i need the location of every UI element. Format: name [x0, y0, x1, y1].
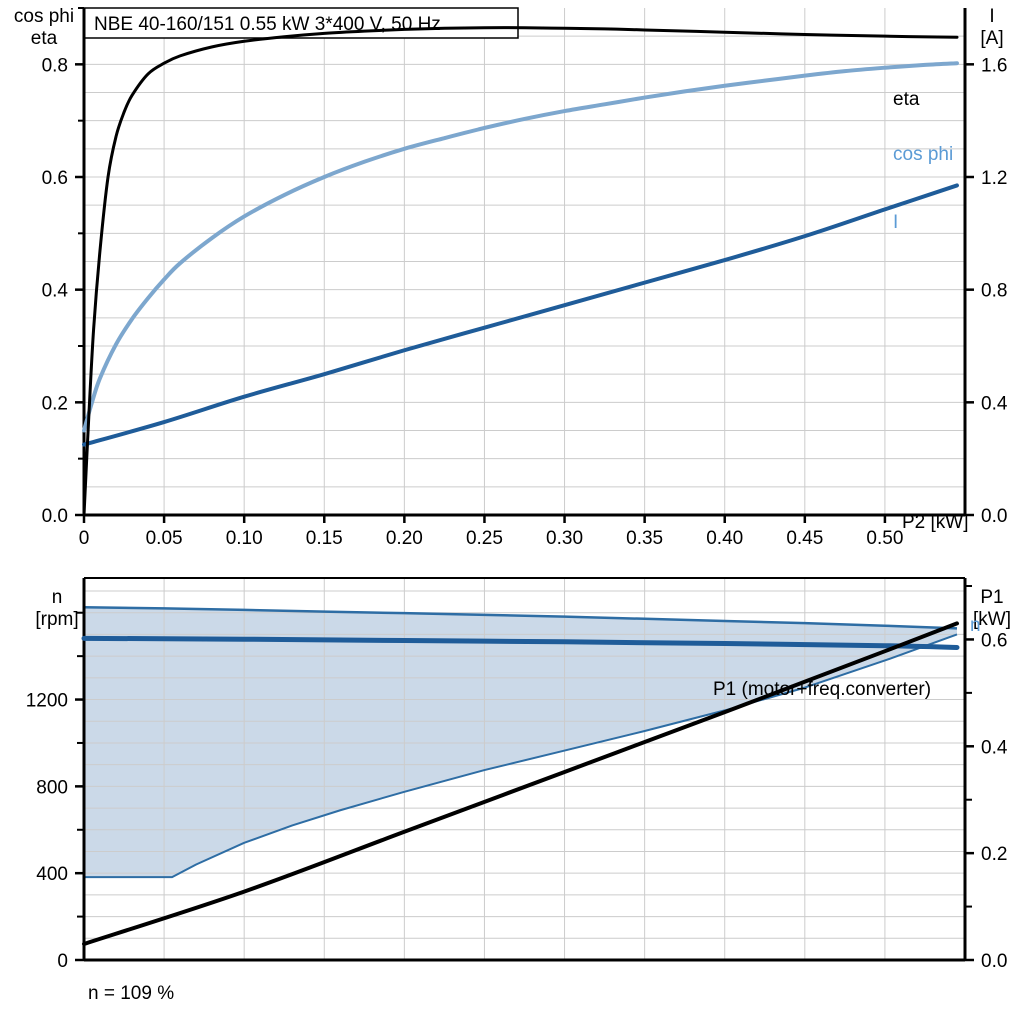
top-left-axis-title-line1: cos phi — [14, 6, 74, 27]
tick-label: 0.0 — [981, 506, 1007, 527]
tick-label: 0.30 — [546, 528, 583, 549]
speed-curve-label: n — [970, 615, 981, 636]
tick-label: 0.4 — [42, 281, 69, 302]
tick-label: 0.45 — [786, 528, 823, 549]
caption-label: n = 109 % — [88, 983, 174, 1004]
tick-label: 400 — [36, 864, 68, 885]
tick-label: 0.20 — [386, 528, 423, 549]
tick-label: 0.2 — [981, 844, 1007, 865]
tick-label: 0.15 — [306, 528, 343, 549]
tick-label: 0.6 — [42, 168, 68, 189]
tick-label: 0.4 — [981, 393, 1008, 414]
bottom-left-axis-title-line2: [rpm] — [35, 609, 78, 630]
x-axis-title: P2 [kW] — [902, 512, 969, 533]
tick-label: 0.6 — [981, 630, 1007, 651]
tick-label: 1.2 — [981, 168, 1007, 189]
tick-label: 0 — [79, 528, 90, 549]
tick-label: 0.0 — [42, 506, 68, 527]
top-right-axis-title-line2: [A] — [980, 28, 1003, 49]
tick-label: 0.50 — [866, 528, 903, 549]
tick-label: 0.05 — [146, 528, 183, 549]
tick-label: 1200 — [26, 691, 68, 712]
tick-label: 0.4 — [981, 737, 1008, 758]
tick-label: 0.25 — [466, 528, 503, 549]
tick-label: 0.40 — [706, 528, 743, 549]
top-left-axis-title-line2: eta — [31, 28, 58, 49]
tick-label: 0 — [57, 951, 68, 972]
bottom-chart: 040080012000.00.20.40.6 n [rpm] P1 [kW] … — [26, 578, 1011, 1004]
charts-svg: NBE 40-160/151 0.55 kW 3*400 V, 50 Hz 00… — [0, 0, 1024, 1024]
title-label: NBE 40-160/151 0.55 kW 3*400 V, 50 Hz — [94, 14, 441, 35]
bottom-right-axis-title-line1: P1 — [980, 587, 1003, 608]
p1-curve-label: P1 (motor+freq.converter) — [713, 679, 931, 700]
current-curve-label: I — [893, 212, 898, 233]
eta-curve-label: eta — [893, 89, 920, 110]
tick-label: 0.35 — [626, 528, 663, 549]
top-right-axis-title-line1: I — [989, 6, 994, 27]
tick-label: 0.10 — [226, 528, 263, 549]
bottom-left-axis-title-line1: n — [52, 587, 63, 608]
tick-label: 1.6 — [981, 55, 1007, 76]
pump-performance-curves-page: NBE 40-160/151 0.55 kW 3*400 V, 50 Hz 00… — [0, 0, 1024, 1024]
tick-label: 0.2 — [42, 393, 68, 414]
tick-label: 0.8 — [981, 281, 1007, 302]
cos-phi-curve-label: cos phi — [893, 144, 953, 165]
tick-label: 0.8 — [42, 55, 68, 76]
tick-label: 800 — [36, 777, 68, 798]
tick-label: 0.0 — [981, 951, 1007, 972]
top-chart: NBE 40-160/151 0.55 kW 3*400 V, 50 Hz 00… — [14, 6, 1008, 549]
